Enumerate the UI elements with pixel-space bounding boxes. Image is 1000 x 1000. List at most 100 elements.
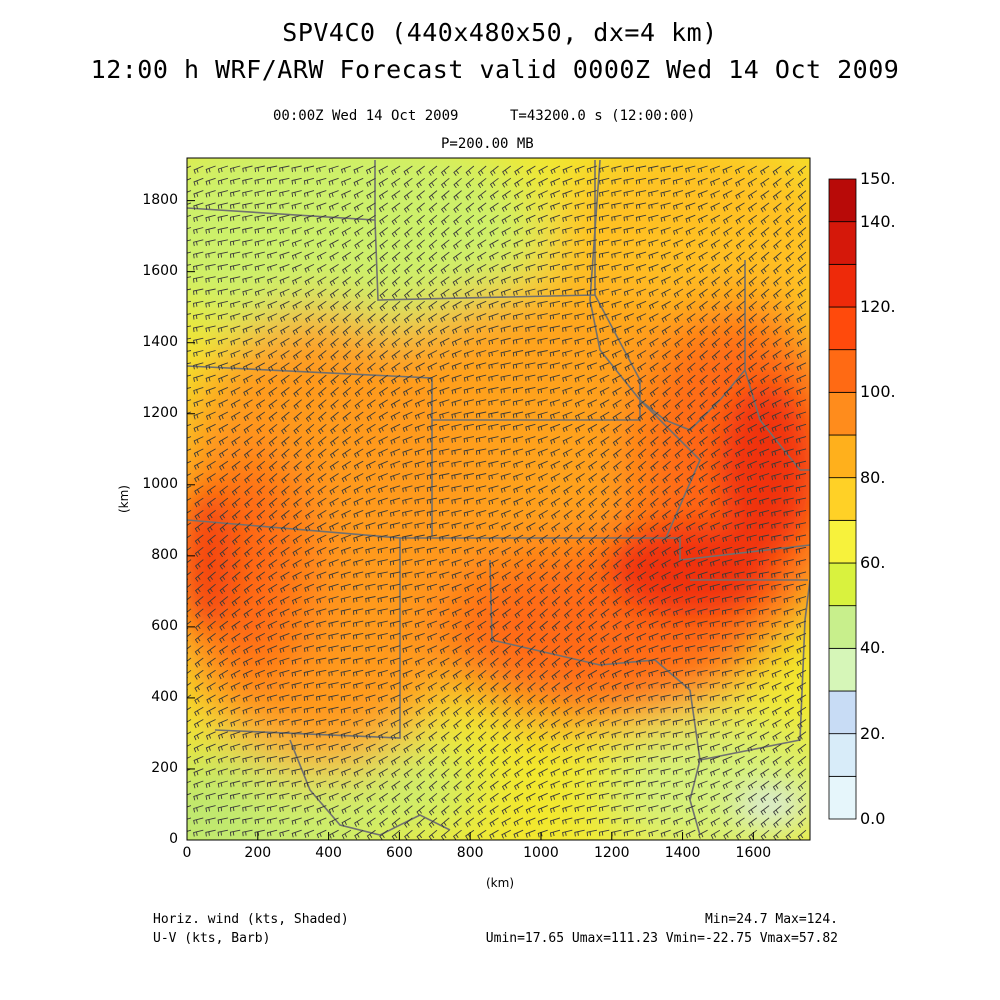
wind-barb	[292, 583, 302, 593]
wind-barb	[635, 731, 647, 739]
wind-barb	[672, 645, 684, 653]
wind-barb	[660, 202, 671, 210]
wind-barb	[341, 792, 352, 802]
wind-barb	[550, 423, 561, 432]
wind-barb	[365, 657, 376, 665]
wind-barb	[451, 534, 462, 542]
wind-barb	[735, 792, 745, 803]
wind-barb	[709, 743, 721, 752]
wind-barb	[365, 596, 376, 603]
wind-barb	[648, 608, 659, 617]
wind-barb	[587, 657, 598, 668]
wind-barb	[734, 719, 745, 727]
wind-barb	[218, 436, 229, 446]
wind-barb	[414, 657, 425, 666]
wind-barb	[229, 288, 241, 296]
wind-barb	[291, 768, 302, 775]
wind-barb	[586, 227, 597, 234]
wind-barb	[514, 608, 524, 619]
wind-barb	[428, 829, 438, 840]
wind-barb	[772, 719, 782, 729]
wind-barb	[525, 485, 536, 494]
wind-barb	[452, 682, 462, 692]
wind-barb	[453, 805, 462, 816]
wind-barb	[440, 706, 450, 717]
wind-barb	[390, 387, 401, 397]
wind-barb	[452, 694, 462, 705]
wind-barb	[439, 423, 450, 431]
wind-barb	[316, 620, 327, 628]
wind-barb	[427, 362, 438, 372]
wind-barb	[537, 227, 548, 235]
wind-barb	[340, 632, 351, 640]
wind-barb	[378, 202, 389, 213]
wind-barb	[649, 510, 659, 521]
wind-barb	[477, 780, 487, 791]
wind-barb	[660, 706, 671, 714]
wind-barb	[501, 559, 512, 569]
wind-barb	[784, 682, 794, 691]
wind-barb	[231, 559, 241, 570]
wind-barb	[772, 165, 782, 176]
wind-barb	[611, 300, 622, 309]
wind-barb	[280, 510, 290, 521]
wind-barb	[734, 755, 745, 765]
wind-barb	[648, 657, 659, 666]
colorbar-label: 80.	[860, 467, 886, 487]
wind-barb	[452, 239, 462, 250]
wind-barb	[292, 300, 302, 310]
wind-barb	[635, 792, 647, 800]
wind-barb	[525, 805, 536, 814]
wind-barb	[267, 288, 278, 297]
wind-barb	[611, 362, 622, 372]
wind-barb	[207, 522, 216, 533]
wind-barb	[317, 300, 327, 311]
wind-barb	[242, 694, 253, 703]
wind-barb	[254, 792, 265, 800]
wind-barb	[587, 669, 598, 680]
wind-barb	[428, 780, 438, 791]
wind-barb	[598, 190, 610, 197]
wind-barb	[512, 362, 524, 369]
wind-barb	[451, 411, 462, 419]
wind-barb	[709, 706, 721, 714]
wind-barb	[192, 325, 204, 333]
wind-barb	[500, 473, 511, 481]
wind-barb	[539, 583, 548, 594]
wind-barb	[415, 743, 425, 754]
wind-barb	[514, 165, 524, 176]
wind-barb	[783, 620, 794, 629]
wind-barb	[512, 423, 524, 431]
wind-barb	[292, 571, 302, 581]
wind-barb	[550, 177, 561, 187]
wind-barb	[391, 214, 401, 225]
wind-barb	[637, 485, 647, 496]
wind-barb	[414, 411, 425, 420]
wind-barb	[328, 755, 339, 764]
wind-barb	[636, 596, 647, 606]
wind-barb	[341, 214, 352, 224]
wind-barb	[514, 694, 524, 705]
wind-barb	[759, 473, 770, 481]
wind-barb	[587, 706, 598, 716]
wind-barb	[783, 632, 794, 641]
wind-barb	[611, 190, 622, 197]
wind-barb	[612, 633, 622, 643]
wind-barb	[525, 473, 536, 482]
wind-barb	[366, 829, 376, 840]
wind-barb	[292, 313, 302, 323]
wind-barb	[217, 214, 228, 222]
wind-barb	[391, 780, 401, 791]
wind-barb	[205, 374, 216, 383]
wind-barb	[686, 436, 696, 447]
wind-barb	[795, 596, 807, 604]
wind-barb	[475, 436, 487, 443]
wind-barb	[562, 780, 573, 789]
wind-barb	[266, 817, 278, 825]
wind-barb	[292, 534, 302, 545]
wind-barb	[685, 706, 696, 714]
wind-barb	[187, 731, 192, 739]
wind-barb	[340, 559, 352, 567]
wind-barb	[193, 276, 204, 283]
wind-barb	[193, 288, 204, 296]
